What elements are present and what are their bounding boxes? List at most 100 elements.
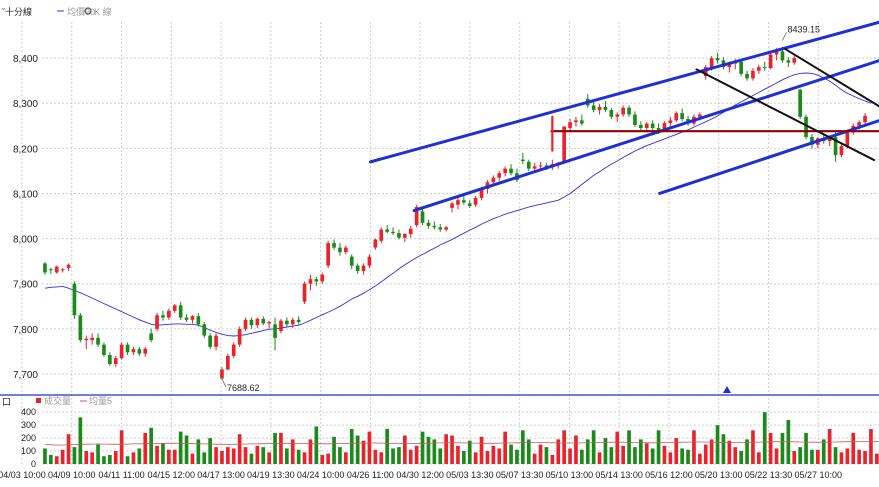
candle-body (621, 107, 625, 115)
candle-body (385, 229, 389, 232)
candle-body (220, 369, 224, 379)
candle-body (102, 344, 106, 355)
volume-bar (361, 440, 366, 464)
candle (462, 195, 466, 205)
volume-bar (408, 449, 413, 464)
candle (113, 355, 118, 368)
candle-body (674, 113, 679, 121)
volume-bar (709, 439, 714, 464)
candle (420, 209, 425, 226)
candle-body (456, 200, 460, 205)
volume-bar (574, 435, 578, 464)
candle-body (285, 320, 289, 325)
candle-body (698, 114, 702, 117)
candle (190, 315, 195, 324)
candle (66, 263, 71, 272)
candle (715, 52, 720, 64)
candle-body (196, 316, 201, 325)
candle-body (344, 247, 348, 253)
candle-body (739, 61, 743, 74)
candle (167, 308, 171, 320)
volume-bar (792, 451, 797, 464)
candle-body (798, 89, 802, 117)
time-tick-label: 04/30 12:00 (396, 470, 444, 480)
candle-body (432, 225, 437, 228)
candle-body (155, 315, 159, 329)
volume-bar (804, 432, 808, 464)
candle (521, 152, 525, 165)
candle-body (574, 120, 578, 123)
volume-bar (155, 445, 159, 464)
high-annotation-leader (782, 32, 787, 41)
volume-bar (84, 451, 89, 464)
low-annotation: 7688.62 (227, 383, 260, 393)
volume-bar (544, 447, 549, 464)
candle-body (591, 105, 596, 110)
candle-body (273, 324, 277, 338)
candle (102, 342, 106, 357)
candle (444, 225, 448, 232)
volume-bar (391, 448, 395, 464)
candle (119, 342, 124, 360)
candle (591, 100, 596, 113)
candle-body (768, 54, 773, 69)
volume-bar (290, 439, 295, 464)
candle-body (810, 137, 814, 145)
candle-body (745, 73, 749, 79)
candle (279, 318, 283, 334)
candle (786, 57, 791, 68)
volume-bar (644, 443, 649, 464)
volume-bar (243, 447, 248, 464)
candle-body (420, 211, 425, 223)
volume-bar (208, 438, 212, 464)
candle (72, 281, 77, 319)
candle-body (774, 51, 779, 55)
volume-bar (768, 432, 773, 464)
volume-bar (698, 453, 702, 464)
candle-body (326, 243, 330, 266)
candle-body (302, 283, 307, 302)
volume-bar (308, 439, 313, 464)
candle-body (143, 348, 148, 354)
volume-bar (96, 444, 100, 464)
annotation-layer: 8439.15 7688.62 (221, 24, 820, 393)
price-tick-label: 7,900 (13, 280, 38, 291)
volume-bar (851, 432, 856, 464)
k-legend-icon (84, 7, 92, 15)
candle (314, 276, 319, 286)
candle-body (54, 266, 59, 273)
candle (438, 224, 443, 232)
time-tick-label: 05/10 13:00 (546, 470, 594, 480)
time-x-axis: 04/03 10:00 04/09 10:00 04/11 11:00 04/15 1… (0, 470, 842, 480)
volume-bar (214, 447, 218, 464)
volume-bar (450, 435, 454, 464)
volume-bar (692, 430, 696, 464)
volume-bar (432, 439, 437, 464)
candle (650, 120, 655, 131)
candle-body (680, 113, 684, 120)
volume-bar (839, 452, 844, 464)
volume-bar (190, 453, 195, 464)
candle (290, 317, 295, 328)
candle-body (786, 60, 791, 63)
candle (231, 342, 236, 359)
candle-body (373, 239, 378, 248)
candle-body (603, 106, 608, 110)
volume-bar (403, 435, 407, 464)
candle-body (467, 203, 472, 207)
volume-bar (715, 425, 720, 464)
volume-bar (237, 434, 242, 464)
candle-body (857, 122, 861, 126)
candle-body (349, 256, 354, 266)
candle-body (845, 132, 850, 147)
candle-body (84, 338, 89, 341)
candle-body (526, 161, 531, 169)
candle-body (462, 200, 466, 203)
time-tick-label: 05/20 13:00 (695, 470, 743, 480)
candle (391, 227, 395, 235)
volume-bar (273, 432, 277, 464)
candle-body (379, 229, 384, 241)
